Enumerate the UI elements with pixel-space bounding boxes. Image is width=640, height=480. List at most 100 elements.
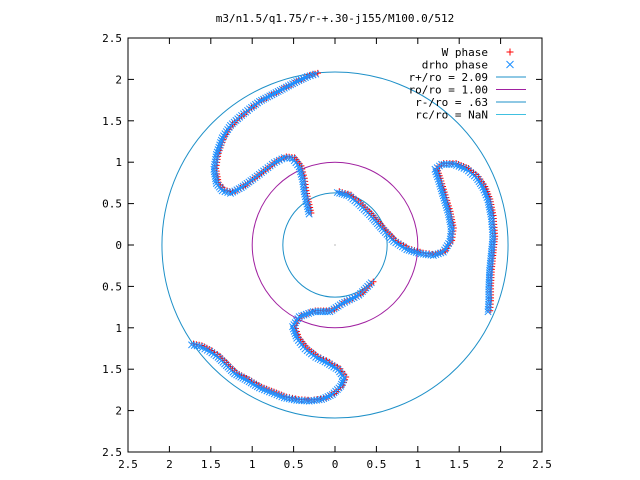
drho-phase-point <box>441 199 449 207</box>
drho-phase-point <box>442 201 450 209</box>
drho-phase-point <box>438 187 446 195</box>
drho-phase-point <box>229 188 237 196</box>
drho-phase-point <box>436 182 445 190</box>
drho-phase-point <box>286 81 295 89</box>
y-tick-label: 1.5 <box>102 115 122 128</box>
drho-phase-point <box>437 185 445 193</box>
drho-phase-point <box>270 390 278 398</box>
drho-phase-point <box>292 332 300 340</box>
drho-phase-point <box>443 204 451 212</box>
drho-phase-point <box>266 92 274 100</box>
drho-phase-point <box>289 80 297 88</box>
drho-phase-point <box>245 378 253 386</box>
drho-phase-point <box>290 327 298 335</box>
drho-phase-point <box>350 293 358 302</box>
drho-phase-point <box>249 380 257 388</box>
x-tick-label: 1.5 <box>449 458 469 471</box>
x-tick-label: 2.5 <box>532 458 552 471</box>
drho-phase-point <box>253 383 261 391</box>
drho-phase-point <box>323 308 332 316</box>
drho-phase-point <box>265 388 273 396</box>
y-tick-label: 2.5 <box>102 446 122 459</box>
drho-phase-point <box>282 83 290 91</box>
drho-phase-point <box>305 210 313 218</box>
drho-phase-point <box>239 374 247 382</box>
drho-phase-point <box>332 364 340 372</box>
drho-phase-point <box>231 370 239 378</box>
drho-phase-point <box>264 93 272 101</box>
drho-phase-point <box>188 341 196 349</box>
drho-phase-point <box>315 396 323 404</box>
drho-phase-point <box>483 193 491 202</box>
x-tick-label: 2.5 <box>118 458 138 471</box>
drho-phase-point <box>328 362 336 370</box>
drho-phase-point <box>190 341 198 349</box>
drho-phase-point <box>241 375 249 383</box>
drho-phase-point <box>293 334 301 342</box>
drho-phase-point <box>323 359 331 367</box>
drho-phase-point <box>484 305 492 313</box>
drho-phase-point <box>243 376 251 385</box>
drho-phase-point <box>434 175 442 183</box>
drho-phase-point <box>441 246 449 254</box>
x-tick-label: 1 <box>414 458 421 471</box>
drho-phase-point <box>460 164 468 172</box>
drho-phase-point <box>280 84 288 92</box>
drho-phase-point <box>452 161 461 169</box>
drho-phase-point <box>301 74 309 82</box>
drho-phase-point <box>218 134 226 142</box>
legend-label: r-/ro = .63 <box>415 96 488 109</box>
drho-phase-point <box>325 360 334 368</box>
drho-phase-point <box>286 154 294 162</box>
legend-label: drho phase <box>422 59 488 72</box>
drho-phase-point <box>345 296 353 304</box>
drho-phase-point <box>215 143 223 151</box>
drho-phase-point <box>231 187 239 195</box>
drho-phase-point <box>338 299 346 308</box>
drho-phase-point <box>270 90 278 98</box>
drho-phase-point <box>334 366 342 374</box>
drho-phase-point <box>316 356 324 364</box>
drho-phase-point <box>337 380 346 388</box>
drho-phase-point <box>260 95 268 103</box>
drho-phase-point <box>479 183 487 192</box>
y-tick-label: 0.5 <box>102 198 122 211</box>
drho-phase-point <box>352 292 361 300</box>
drho-phase-point <box>274 87 282 96</box>
drho-phase-point <box>302 310 310 318</box>
drho-phase-point <box>214 146 222 154</box>
drho-phase-point <box>319 357 327 365</box>
drho-phase-point <box>258 385 266 393</box>
y-tick-label: 2 <box>115 405 122 418</box>
w-phase-point <box>370 278 377 285</box>
drho-phase-point <box>403 246 411 254</box>
x-tick-label: 0.5 <box>366 458 386 471</box>
drho-phase-point <box>235 372 243 380</box>
drho-phase-point <box>233 371 241 379</box>
drho-phase-point <box>295 313 303 321</box>
drho-phase-point <box>263 387 271 395</box>
drho-phase-point <box>441 196 449 205</box>
drho-phase-point <box>247 379 255 387</box>
drho-phase-point <box>295 77 303 85</box>
drho-phase-point <box>336 189 344 197</box>
drho-phase-point <box>291 79 299 87</box>
w-phase-point <box>450 224 457 232</box>
drho-phase-point <box>272 89 280 97</box>
drho-phase-point <box>326 391 334 400</box>
drho-phase-point <box>299 75 307 83</box>
legend-symbol-plus <box>506 48 514 56</box>
drho-phase-point <box>348 295 356 303</box>
drho-phase-point <box>445 239 453 248</box>
w-phase-point <box>314 69 321 77</box>
drho-phase-point <box>481 188 489 197</box>
center-dot <box>334 244 336 246</box>
drho-phase-point <box>268 389 276 397</box>
y-tick-label: 0 <box>115 239 122 252</box>
drho-phase-point <box>212 177 220 185</box>
drho-phase-point <box>434 250 442 258</box>
drho-phase-point <box>442 244 450 252</box>
drho-phase-point <box>262 94 270 102</box>
legend-label: ro/ro = 1.00 <box>409 84 488 97</box>
